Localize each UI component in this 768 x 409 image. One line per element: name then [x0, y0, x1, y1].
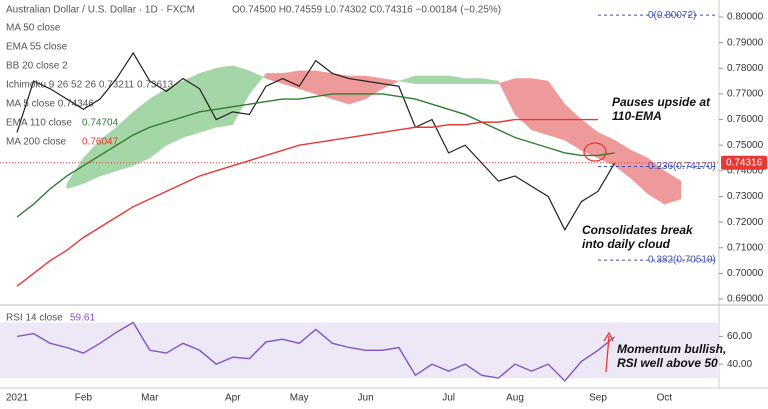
indicator-label: BB 20 close 2 — [6, 61, 68, 72]
cloud-segment — [431, 75, 449, 84]
annotation: 110-EMA — [612, 109, 662, 123]
x-tick-label: Oct — [657, 393, 673, 404]
y-tick-label: 40.00 — [727, 359, 752, 370]
layer: MA 50 close EMA 55 close BB 20 close 2 Ichi… — [0, 10, 767, 404]
indicator-label: Ichimoku 9 26 52 26 0.73211 0.73613 — [6, 80, 174, 91]
cloud-segment — [415, 75, 433, 84]
x-tick-label: Sep — [589, 393, 607, 404]
annotation: into daily cloud — [582, 237, 671, 251]
arrow — [605, 335, 610, 373]
indicator-label: EMA 55 close — [6, 42, 68, 53]
y-tick-label: 0.79000 — [727, 37, 764, 48]
ohlc: O0.74500 H0.74559 L0.74302 C0.74316 −0.0… — [232, 5, 501, 16]
x-tick-label: Aug — [506, 393, 524, 404]
fib-label: 0(0.80072) — [648, 10, 696, 21]
y-tick-label: 0.77000 — [727, 89, 764, 100]
cloud-segment — [199, 67, 217, 133]
x-tick-label: Apr — [225, 393, 241, 404]
x-tick-label: May — [290, 393, 309, 404]
annotation: Momentum bullish, — [617, 342, 726, 356]
annotation: Consolidates break — [582, 223, 694, 237]
indicator-label: MA 5 close 0.74346 — [6, 99, 94, 110]
last-price-label: 0.74316 — [726, 157, 763, 168]
y-tick-label: 0.78000 — [727, 63, 764, 74]
y-tick-label: 0.72000 — [727, 217, 764, 228]
series-line — [16, 118, 598, 287]
x-tick-label: Jul — [442, 393, 455, 404]
legend-entry: EMA 110 close — [6, 118, 72, 129]
y-tick-label: 0.80000 — [727, 12, 764, 23]
legend-entry: MA 200 close — [6, 137, 66, 148]
highlight-circle — [583, 142, 607, 162]
annotation: Pauses upside at — [612, 95, 711, 109]
rsi-band — [0, 322, 719, 379]
series-line — [16, 51, 616, 232]
indicator-label: MA 50 close — [6, 23, 61, 34]
legend-value: 0.74704 — [82, 118, 119, 129]
cloud-segment — [664, 170, 682, 205]
cloud-segment — [166, 80, 184, 146]
y-tick-label: 0.75000 — [727, 140, 764, 151]
y-tick-label: 60.00 — [727, 331, 752, 342]
legend-entry: RSI 14 close — [6, 313, 63, 324]
x-tick-label: Mar — [141, 393, 159, 404]
x-tick-label: Feb — [75, 393, 93, 404]
series-line — [16, 93, 615, 218]
last-price-box — [721, 155, 767, 170]
y-tick-label: 0.70000 — [727, 268, 764, 279]
y-tick-label: 0.74000 — [727, 165, 764, 176]
cloud-segment — [464, 78, 483, 84]
y-tick-label: 0.76000 — [727, 114, 764, 125]
symbol-title: Australian Dollar / U.S. Dollar · 1D · F… — [6, 5, 195, 16]
fib-label: 0.382(0.70519) — [648, 255, 716, 266]
legend-value: 59.61 — [70, 313, 95, 324]
arrow-head — [603, 331, 614, 342]
annotation: RSI well above 50 — [617, 356, 718, 370]
legend-value: 0.76047 — [82, 137, 119, 148]
series-line — [16, 321, 616, 382]
x-tick-label: 2021 — [6, 393, 29, 404]
y-tick-label: 0.71000 — [727, 242, 764, 253]
y-tick-label: 0.73000 — [727, 191, 764, 202]
cloud-segment — [531, 78, 549, 136]
y-tick-label: 0.69000 — [727, 294, 764, 305]
x-tick-label: Jun — [358, 393, 374, 404]
fib-label: 0.236(0.74170) — [648, 161, 716, 172]
